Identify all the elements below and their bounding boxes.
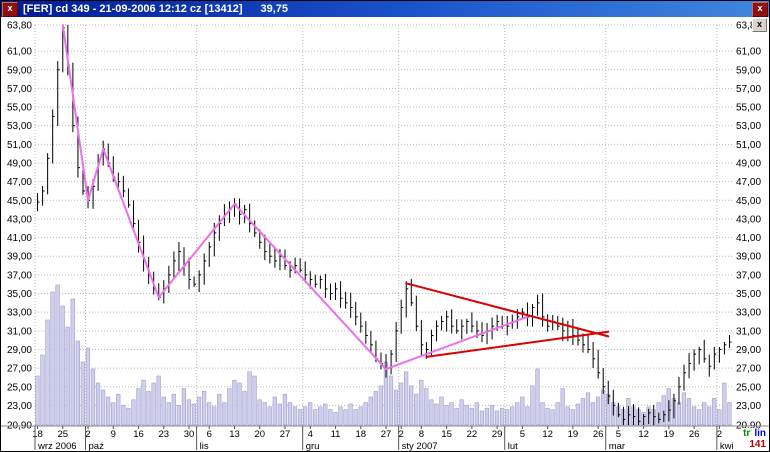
svg-text:59,00: 59,00 [7,65,32,76]
window-title: [FER] cd 349 - 21-09-2006 12:12 cz [1341… [23,3,243,15]
svg-text:55,00: 55,00 [736,103,761,114]
svg-text:37,00: 37,00 [7,270,32,281]
svg-text:12: 12 [638,429,649,440]
svg-text:lut: lut [508,441,518,452]
svg-text:paź: paź [89,441,105,452]
svg-text:5: 5 [520,429,525,440]
svg-text:25,00: 25,00 [7,382,32,393]
svg-text:18: 18 [32,429,43,440]
trend-mode-indicator[interactable]: tr [743,428,751,439]
svg-text:49,00: 49,00 [736,158,761,169]
svg-text:2: 2 [399,429,404,440]
svg-text:8: 8 [419,429,424,440]
svg-text:6: 6 [207,429,212,440]
svg-text:11: 11 [331,429,341,440]
svg-text:27: 27 [381,429,392,440]
svg-text:sty 2007: sty 2007 [402,441,438,452]
svg-text:43,00: 43,00 [736,214,761,225]
svg-text:lis: lis [200,441,209,452]
svg-text:39,00: 39,00 [7,252,32,263]
svg-text:20: 20 [254,429,265,440]
svg-text:51,00: 51,00 [736,140,761,151]
svg-text:39,00: 39,00 [736,252,761,263]
svg-text:5: 5 [616,429,621,440]
svg-text:37,00: 37,00 [736,270,761,281]
svg-text:33,00: 33,00 [7,308,32,319]
svg-text:16: 16 [133,429,144,440]
svg-text:19: 19 [568,429,579,440]
svg-text:30: 30 [184,429,195,440]
svg-text:43,00: 43,00 [7,214,32,225]
svg-text:57,00: 57,00 [736,84,761,95]
svg-text:12: 12 [542,429,553,440]
svg-text:18: 18 [355,429,366,440]
svg-text:51,00: 51,00 [7,140,32,151]
svg-text:22: 22 [467,429,478,440]
svg-text:2: 2 [717,429,722,440]
price-volume-chart[interactable]: 63,80 63,80 61,00 61,00 59,00 59,00 57,00 57,00… [1,17,770,452]
svg-text:26: 26 [689,429,700,440]
svg-text:49,00: 49,00 [7,158,32,169]
chart-mode-indicators: tr lin 141 [741,428,766,450]
svg-text:15: 15 [441,429,452,440]
svg-text:53,00: 53,00 [7,121,32,132]
svg-text:25: 25 [57,429,68,440]
svg-text:29,00: 29,00 [736,345,761,356]
bar-count-indicator: 141 [749,439,766,450]
chart-close-button[interactable]: x [752,18,767,32]
svg-text:61,00: 61,00 [7,47,32,58]
svg-text:27,00: 27,00 [736,364,761,375]
svg-text:27,00: 27,00 [7,364,32,375]
close-button[interactable]: x [752,1,768,17]
svg-text:47,00: 47,00 [7,177,32,188]
svg-text:29,00: 29,00 [7,345,32,356]
svg-text:31,00: 31,00 [7,326,32,337]
title-last-price: 39,75 [260,3,289,15]
svg-text:27: 27 [280,429,291,440]
svg-text:59,00: 59,00 [736,65,761,76]
svg-text:45,00: 45,00 [736,196,761,207]
svg-text:gru: gru [306,441,320,452]
svg-text:35,00: 35,00 [7,289,32,300]
svg-text:19: 19 [664,429,675,440]
svg-text:4: 4 [308,429,313,440]
svg-text:33,00: 33,00 [736,308,761,319]
svg-text:63,80: 63,80 [736,21,761,32]
title-bar[interactable]: x [FER] cd 349 - 21-09-2006 12:12 cz [13… [1,1,769,17]
svg-text:9: 9 [111,429,116,440]
svg-text:47,00: 47,00 [736,177,761,188]
svg-text:13: 13 [229,429,240,440]
svg-text:31,00: 31,00 [736,326,761,337]
svg-text:26: 26 [593,429,604,440]
svg-text:23,00: 23,00 [736,401,761,412]
svg-text:61,00: 61,00 [736,47,761,58]
svg-text:29: 29 [492,429,503,440]
svg-text:45,00: 45,00 [7,196,32,207]
svg-text:35,00: 35,00 [736,289,761,300]
svg-text:2: 2 [85,429,90,440]
svg-text:41,00: 41,00 [7,233,32,244]
svg-text:23,00: 23,00 [7,401,32,412]
svg-text:mar: mar [609,441,625,452]
svg-text:63,80: 63,80 [7,21,32,32]
close-button-left[interactable]: x [2,1,18,17]
svg-text:57,00: 57,00 [7,84,32,95]
svg-text:55,00: 55,00 [7,103,32,114]
svg-text:23: 23 [159,429,170,440]
svg-text:wrz 2006: wrz 2006 [37,441,77,452]
svg-text:53,00: 53,00 [736,121,761,132]
linear-scale-indicator[interactable]: lin [754,428,766,439]
svg-text:kwi: kwi [720,441,734,452]
svg-text:25,00: 25,00 [736,382,761,393]
svg-text:41,00: 41,00 [736,233,761,244]
